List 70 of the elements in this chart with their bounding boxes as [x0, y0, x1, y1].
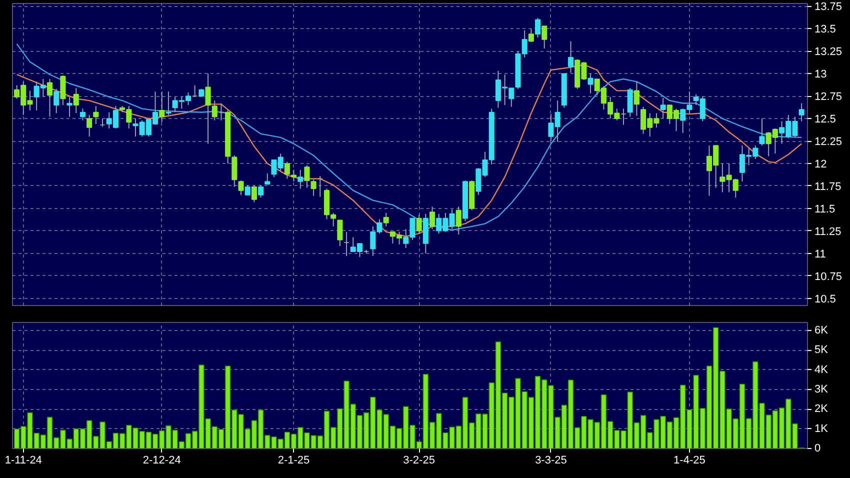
candlestick — [416, 214, 422, 234]
candlestick — [798, 102, 804, 122]
x-tick-label: 2-1-25 — [278, 454, 310, 466]
candlestick — [634, 81, 640, 116]
y-tick-label: 6K — [814, 324, 829, 336]
y-tick-label: 12.75 — [814, 91, 842, 104]
candlestick — [759, 118, 765, 146]
candlestick — [244, 184, 250, 196]
y-tick-label: 13 — [814, 68, 827, 81]
candlestick — [290, 169, 297, 182]
x-tick-label: 3-2-25 — [403, 454, 435, 466]
x-tick-label: 2-12-24 — [142, 454, 181, 466]
candlestick — [73, 87, 79, 114]
x-tick-label: 3-3-25 — [535, 454, 567, 466]
candlestick — [627, 87, 633, 118]
candlestick — [317, 176, 323, 198]
y-tick-label: 12.25 — [814, 136, 842, 148]
candlestick — [310, 179, 316, 196]
y-tick-label: 11 — [814, 248, 826, 260]
candlestick — [60, 74, 66, 106]
y-tick-label: 11.25 — [814, 226, 842, 238]
candlestick — [284, 161, 290, 180]
candlestick — [528, 28, 534, 43]
candlestick — [166, 91, 172, 116]
x-tick-label: 1-4-25 — [674, 454, 706, 466]
y-tick-label: 1K — [814, 422, 829, 435]
candlestick — [46, 78, 53, 118]
candlestick — [159, 91, 165, 123]
candlestick — [86, 114, 92, 138]
candlestick — [251, 184, 257, 203]
candlestick — [258, 184, 264, 198]
candlestick — [383, 212, 389, 227]
y-tick-label: 13.75 — [814, 1, 842, 14]
y-tick-label: 13.5 — [814, 24, 836, 36]
candlestick — [456, 206, 462, 235]
candlestick — [54, 88, 60, 114]
candlestick — [620, 108, 626, 126]
y-tick-label: 13.25 — [814, 46, 842, 58]
candlestick — [232, 154, 238, 188]
y-tick-label: 11.5 — [814, 203, 836, 216]
candlestick — [80, 108, 86, 121]
y-tick-label: 11.75 — [814, 180, 842, 193]
y-tick-label: 12 — [814, 158, 827, 170]
y-tick-label: 3K — [814, 383, 829, 396]
y-tick-label: 0 — [814, 442, 821, 454]
y-tick-label: 12.5 — [814, 114, 836, 126]
candlestick — [298, 169, 304, 190]
y-tick-label: 5K — [814, 344, 829, 356]
candlestick — [588, 73, 594, 94]
candlestick — [568, 40, 574, 74]
y-tick-label: 4K — [814, 364, 829, 376]
candlestick — [100, 118, 106, 128]
candlestick — [238, 180, 244, 196]
y-tick-label: 2K — [814, 403, 829, 416]
y-tick-label: 10.5 — [814, 293, 836, 306]
candlestick — [429, 206, 436, 230]
x-tick-label: 1-11-24 — [4, 454, 42, 466]
candlestick — [264, 172, 270, 185]
candlestick — [337, 220, 343, 247]
candlestick — [66, 96, 72, 118]
candlestick — [535, 17, 541, 38]
candlestick — [660, 97, 666, 120]
candlestick — [192, 84, 198, 98]
candlestick — [344, 231, 350, 257]
candlestick — [542, 25, 548, 49]
candlestick — [304, 164, 310, 188]
candlestick — [218, 102, 224, 121]
candlestick — [205, 73, 211, 144]
y-tick-label: 10.75 — [814, 270, 842, 283]
candlestick — [93, 105, 99, 124]
